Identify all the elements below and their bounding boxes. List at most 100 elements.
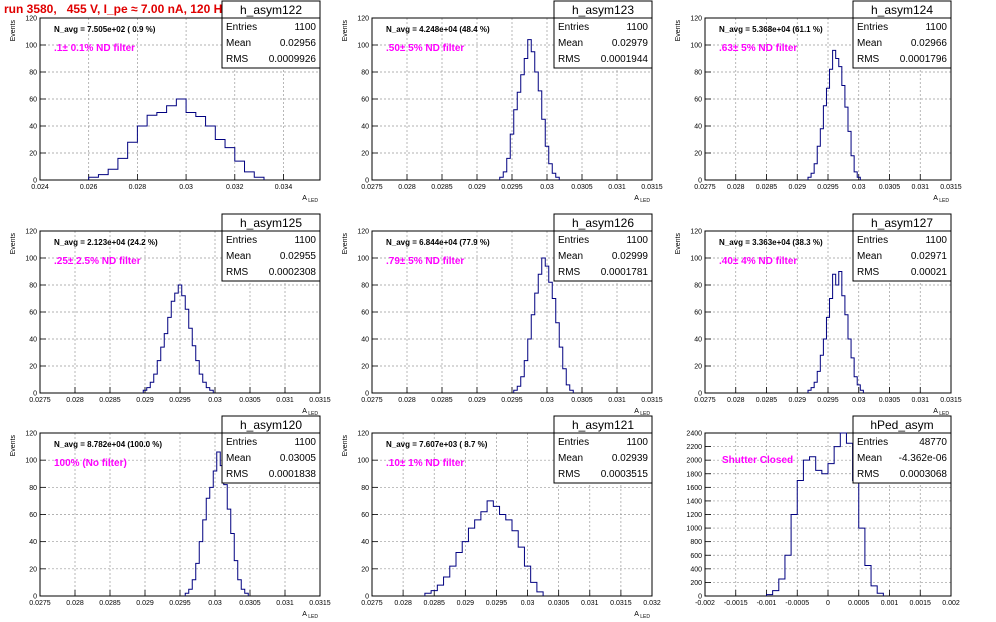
x-tick-label: 0.0305: [548, 600, 570, 607]
y-tick-label: 80: [694, 70, 702, 77]
x-tick-label: 0.0285: [424, 600, 446, 607]
x-tick-label: 0.0315: [610, 600, 632, 607]
y-tick-label: 40: [694, 337, 702, 344]
x-tick-label: 0.029: [788, 397, 806, 404]
stats-rms-value: 0.0001944: [601, 54, 649, 65]
stats-box: [221, 0, 321, 69]
stats-rms-label: RMS: [558, 267, 581, 278]
stats-rms-label: RMS: [558, 54, 581, 65]
x-tick-label: 0.0275: [29, 600, 51, 607]
x-tick-label: 0.0295: [486, 600, 508, 607]
y-tick-label: 40: [29, 337, 37, 344]
x-tick-label: 0.031: [581, 600, 599, 607]
x-tick-label: 0.029: [468, 397, 486, 404]
y-tick-label: 80: [361, 485, 369, 492]
y-tick-label: 120: [357, 16, 369, 23]
x-tick-label: 0.001: [881, 600, 899, 607]
x-tick-label: 0.031: [608, 397, 626, 404]
y-tick-label: 20: [29, 151, 37, 158]
y-axis-label: Events: [342, 20, 349, 42]
n-avg-label: N_avg = 7.505e+02 ( 0.9 %): [54, 25, 156, 34]
histogram-bin: [206, 498, 210, 596]
n-avg-label: N_avg = 3.363e+04 (38.3 %): [719, 238, 823, 247]
histogram-bin: [531, 52, 535, 180]
stats-box: [852, 213, 952, 282]
histogram-bin: [865, 565, 871, 596]
stats-mean-label: Mean: [226, 251, 251, 262]
x-tick-label: 0.0275: [694, 397, 716, 404]
y-tick-label: 100: [357, 256, 369, 263]
x-tick-label: 0.028: [398, 184, 416, 191]
histogram-bin: [487, 501, 493, 596]
y-axis-label: Events: [10, 20, 17, 42]
stats-mean-label: Mean: [857, 453, 882, 464]
histogram-bin: [128, 142, 138, 180]
y-axis-label: Events: [10, 233, 17, 255]
y-tick-label: 120: [690, 16, 702, 23]
histogram-bin: [833, 50, 836, 180]
histogram-bin: [192, 580, 196, 596]
histogram-bin: [566, 385, 570, 393]
y-tick-label: 0: [33, 391, 37, 398]
y-tick-label: 400: [690, 566, 702, 573]
y-tick-label: 20: [361, 566, 369, 573]
histogram-series: [513, 257, 574, 393]
x-tick-label: 0.029: [457, 600, 475, 607]
histogram-bin: [507, 158, 511, 180]
stats-rms-value: 0.0001781: [601, 267, 649, 278]
y-tick-label: 0: [33, 178, 37, 185]
histogram-bin: [147, 388, 151, 393]
stats-title: h_asym122: [240, 3, 302, 17]
y-tick-label: 40: [361, 539, 369, 546]
x-tick-label: 0.031: [608, 184, 626, 191]
x-tick-label: 0.031: [911, 184, 929, 191]
x-tick-label: 0.028: [66, 397, 84, 404]
filter-note: .40± 4% ND filter: [719, 256, 797, 267]
y-tick-label: 40: [29, 124, 37, 131]
x-tick-label: 0.0305: [571, 184, 593, 191]
y-tick-label: 100: [357, 458, 369, 465]
y-tick-label: 40: [361, 124, 369, 131]
histogram-bin: [199, 374, 203, 393]
x-tick-label: 0.028: [394, 600, 412, 607]
histogram-bin: [500, 515, 506, 597]
histogram-bin: [785, 555, 791, 596]
histogram-bin: [524, 361, 528, 393]
stats-mean-label: Mean: [857, 251, 882, 262]
y-tick-label: 100: [690, 43, 702, 50]
y-tick-label: 120: [357, 431, 369, 438]
x-tick-label: 0.028: [66, 600, 84, 607]
histogram-bin: [227, 509, 231, 596]
histogram-bin: [552, 173, 556, 180]
stats-mean-value: 0.02999: [612, 251, 649, 262]
histogram-bin: [859, 528, 865, 596]
filter-note: .79± 5% ND filter: [386, 256, 464, 267]
y-tick-label: 60: [694, 310, 702, 317]
histogram-series: [184, 451, 249, 596]
filter-note: .1± 0.1% ND filter: [54, 43, 135, 54]
y-axis-label: Events: [675, 20, 682, 42]
y-tick-label: 800: [690, 539, 702, 546]
y-tick-label: 20: [29, 566, 37, 573]
x-tick-label: 0.0305: [879, 397, 901, 404]
x-tick-label: 0.0305: [879, 184, 901, 191]
x-tick-label: 0.0295: [817, 184, 839, 191]
x-axis-label: A LED: [302, 611, 318, 620]
histogram-bin: [797, 481, 803, 596]
y-tick-label: 40: [29, 539, 37, 546]
y-tick-label: 80: [361, 70, 369, 77]
histogram-bin: [196, 361, 200, 393]
histogram-bin: [167, 106, 177, 180]
x-tick-label: 0.032: [643, 600, 661, 607]
histogram-bin: [161, 347, 165, 393]
histogram-bin: [154, 374, 158, 393]
y-tick-label: 60: [361, 310, 369, 317]
stats-entries-value: 1100: [294, 22, 316, 33]
histogram-bin: [157, 361, 161, 393]
y-tick-label: 60: [694, 97, 702, 104]
y-tick-label: 0: [365, 178, 369, 185]
histogram-bin: [503, 172, 507, 180]
x-tick-label: 0.028: [727, 184, 745, 191]
stats-entries-label: Entries: [558, 235, 589, 246]
